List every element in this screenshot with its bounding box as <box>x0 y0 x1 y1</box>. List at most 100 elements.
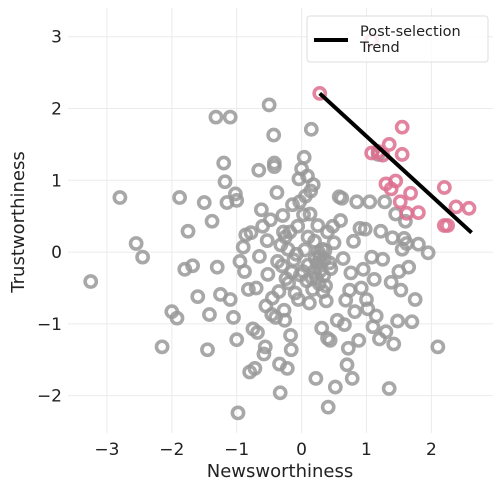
rejected-point <box>266 159 282 175</box>
rejected-point <box>296 207 311 223</box>
rejected-point <box>190 289 206 304</box>
rejected-point <box>393 282 409 298</box>
rejected-point <box>266 127 282 143</box>
rejected-point <box>261 97 277 113</box>
legend-label-line: Trend <box>359 40 400 56</box>
rejected-point <box>347 304 363 320</box>
selected-point <box>448 199 464 215</box>
rejected-point <box>344 371 360 386</box>
x-tick-label: −1 <box>224 440 249 460</box>
selected-point <box>388 173 404 189</box>
rejected-point <box>222 292 238 307</box>
rejected-point <box>420 245 436 261</box>
rejected-point <box>407 292 423 307</box>
selected-point <box>436 180 452 195</box>
trend-line <box>318 91 473 235</box>
rejected-point <box>340 340 356 356</box>
rejected-point <box>243 225 259 241</box>
x-tick-label: 2 <box>426 440 437 460</box>
rejected-point <box>349 194 365 210</box>
rejected-point <box>430 339 446 355</box>
legend-label: Post-selection Trend <box>359 24 461 56</box>
rejected-point <box>318 293 334 309</box>
y-tick-label: 3 <box>51 28 62 48</box>
selected-point <box>440 218 455 233</box>
rejected-point <box>228 186 243 202</box>
rejected-point <box>208 109 224 125</box>
rejected-point <box>353 280 369 296</box>
rejected-point <box>169 310 185 326</box>
rejected-point <box>301 295 317 311</box>
rejected-point <box>385 230 400 246</box>
selected-point <box>410 205 426 221</box>
y-tick-label: 2 <box>51 100 62 120</box>
x-tick-label: 1 <box>361 440 372 460</box>
rejected-point <box>308 371 324 386</box>
rejected-point <box>83 274 99 289</box>
rejected-point <box>390 313 406 329</box>
y-tick-label: 1 <box>51 171 62 191</box>
rejected-point <box>302 206 318 222</box>
data-points <box>83 32 477 421</box>
selected-point <box>461 200 477 216</box>
rejected-point <box>360 301 376 317</box>
rejected-point <box>297 242 313 258</box>
rejected-point <box>272 385 288 401</box>
rejected-point <box>172 190 188 205</box>
rejected-point <box>337 317 352 332</box>
rejected-point <box>279 360 295 376</box>
rejected-point <box>375 251 391 267</box>
selected-point <box>394 147 410 162</box>
rejected-point <box>259 233 275 249</box>
rejected-point <box>180 223 196 239</box>
selected-point <box>399 205 415 221</box>
rejected-point <box>381 381 397 396</box>
rejected-point <box>230 405 246 421</box>
rejected-point <box>362 194 378 210</box>
selected-point <box>403 185 418 201</box>
rejected-point <box>383 274 399 290</box>
rejected-point <box>235 239 251 255</box>
rejected-point <box>366 271 382 287</box>
rejected-point <box>269 185 285 200</box>
rejected-point <box>260 266 276 282</box>
x-axis-label: Newsworthiness <box>207 461 353 482</box>
tick-labels: −3 −2 −1 0 1 2 −2 −1 0 1 2 3 <box>37 28 437 460</box>
rejected-point <box>229 332 245 348</box>
rejected-point <box>303 121 319 137</box>
rejected-point <box>277 312 293 328</box>
rejected-point <box>250 325 265 340</box>
rejected-point <box>343 265 359 281</box>
rejected-point <box>253 202 269 218</box>
rejected-point <box>154 339 170 355</box>
rejected-point <box>377 194 393 210</box>
selected-point <box>394 119 410 135</box>
rejected-point <box>251 162 267 178</box>
rejected-point <box>283 327 298 343</box>
rejected-point <box>296 149 312 165</box>
selected-point <box>381 137 397 152</box>
rejected-point <box>373 223 389 239</box>
rejected-point <box>135 249 151 265</box>
rejected-point <box>229 192 245 208</box>
x-tick-label: 0 <box>296 440 307 460</box>
rejected-point <box>217 174 233 190</box>
x-tick-label: −3 <box>94 440 119 460</box>
rejected-point <box>226 310 241 325</box>
rejected-point <box>275 208 291 223</box>
rejected-point <box>333 213 348 228</box>
legend-box <box>306 15 489 63</box>
rejected-point <box>410 236 426 252</box>
rejected-point <box>398 213 413 229</box>
rejected-point <box>401 259 417 275</box>
rejected-point <box>257 339 273 355</box>
trend-line-group <box>318 91 473 235</box>
rejected-point <box>256 346 272 362</box>
rejected-point <box>334 190 350 206</box>
rejected-point <box>237 264 252 279</box>
rejected-point <box>351 332 367 348</box>
rejected-point <box>274 258 290 274</box>
rejected-point <box>290 218 306 234</box>
